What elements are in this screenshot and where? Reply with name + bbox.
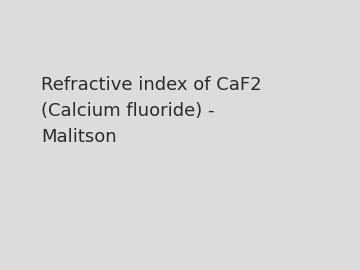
Text: Refractive index of CaF2
(Calcium fluoride) -
Malitson: Refractive index of CaF2 (Calcium fluori…: [41, 76, 262, 146]
